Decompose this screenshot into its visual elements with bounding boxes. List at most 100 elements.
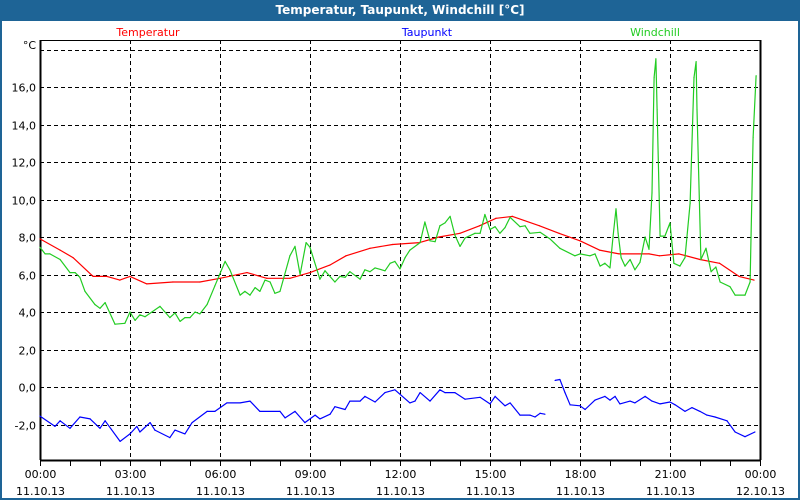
data-point-windchill: [104, 302, 106, 304]
data-point-taupunkt: [191, 422, 193, 424]
data-point-taupunkt: [509, 402, 511, 404]
data-point-windchill: [364, 269, 366, 271]
x-tick-time: 12:00: [385, 468, 417, 481]
x-tick-time: 06:00: [205, 468, 237, 481]
data-point-windchill: [549, 238, 551, 240]
data-point-temperatur: [658, 255, 661, 257]
data-point-taupunkt: [374, 401, 376, 403]
x-tick-time: 18:00: [565, 468, 597, 481]
data-point-taupunkt: [184, 433, 186, 435]
x-tick-time: 21:00: [655, 468, 687, 481]
data-point-taupunkt: [439, 389, 441, 391]
data-point-temperatur: [309, 272, 311, 274]
data-point-taupunkt: [329, 413, 331, 415]
data-point-windchill: [484, 213, 486, 216]
data-point-taupunkt: [539, 412, 541, 414]
y-tick-label: 10,0: [12, 195, 37, 208]
data-point-windchill: [394, 260, 396, 262]
data-point-windchill: [69, 272, 71, 274]
data-point-windchill: [620, 257, 622, 259]
data-point-taupunkt: [359, 400, 361, 402]
data-point-windchill: [59, 258, 61, 261]
legend-temperatur: Temperatur: [115, 26, 180, 39]
data-point-windchill: [494, 226, 496, 228]
data-point-taupunkt: [149, 422, 151, 424]
data-point-windchill: [206, 303, 208, 306]
data-point-taupunkt: [79, 416, 81, 418]
data-point-taupunkt: [534, 416, 536, 418]
data-point-taupunkt: [489, 403, 491, 405]
data-point-taupunkt: [129, 433, 131, 435]
data-point-temperatur: [579, 240, 581, 242]
data-point-windchill: [454, 234, 456, 236]
data-point-windchill: [489, 228, 491, 231]
x-tick-time: 09:00: [295, 468, 327, 481]
data-point-temperatur: [598, 249, 601, 251]
data-point-windchill: [134, 319, 136, 322]
data-point-taupunkt: [659, 403, 661, 405]
data-point-taupunkt: [239, 402, 241, 404]
data-point-temperatur: [329, 264, 331, 266]
data-point-windchill: [439, 225, 441, 227]
data-point-temperatur: [345, 255, 347, 257]
data-point-windchill: [289, 255, 291, 257]
data-point-windchill: [174, 312, 176, 314]
data-point-windchill: [617, 232, 619, 234]
data-point-taupunkt: [691, 407, 693, 409]
data-point-taupunkt: [651, 400, 653, 402]
data-point-windchill: [99, 307, 101, 309]
data-point-windchill: [529, 232, 531, 234]
data-point-taupunkt: [304, 422, 306, 424]
data-point-windchill: [755, 75, 757, 77]
data-point-windchill: [689, 202, 691, 204]
data-point-taupunkt: [39, 415, 41, 417]
y-tick-label: 16,0: [12, 82, 37, 95]
x-tick-date: 11.10.13: [106, 485, 155, 498]
y-tick-label: 0,0: [19, 382, 37, 395]
data-point-windchill: [655, 58, 657, 60]
data-point-windchill: [389, 262, 391, 264]
data-point-windchill: [124, 322, 126, 324]
x-tick-date: 11.10.13: [466, 485, 515, 498]
data-point-windchill: [629, 258, 631, 261]
data-point-windchill: [349, 271, 351, 273]
y-tick-label: 6,0: [19, 270, 37, 283]
y-tick-label: 12,0: [12, 157, 37, 170]
data-point-temperatur: [648, 253, 650, 255]
data-point-windchill: [504, 227, 506, 229]
data-point-windchill: [169, 317, 171, 319]
data-point-temperatur: [438, 236, 440, 238]
data-point-windchill: [94, 303, 96, 306]
data-point-temperatur: [92, 275, 94, 277]
data-point-temperatur: [39, 238, 41, 240]
data-point-temperatur: [459, 232, 461, 234]
data-point-windchill: [656, 108, 658, 111]
data-point-windchill: [184, 317, 186, 319]
data-point-taupunkt: [699, 410, 701, 412]
data-point-taupunkt: [59, 420, 61, 422]
data-point-taupunkt: [139, 431, 141, 433]
data-point-temperatur: [119, 279, 121, 281]
data-point-windchill: [594, 253, 596, 255]
data-point-taupunkt: [419, 392, 421, 394]
data-point-windchill: [419, 242, 421, 244]
data-point-taupunkt: [429, 400, 431, 402]
data-point-windchill: [399, 268, 401, 270]
data-point-temperatur: [391, 243, 394, 246]
data-point-windchill: [409, 249, 411, 251]
x-tick-date: 11.10.13: [16, 485, 65, 498]
data-point-temperatur: [369, 247, 371, 249]
data-point-temperatur: [246, 272, 248, 274]
data-point-taupunkt: [726, 420, 728, 422]
data-point-taupunkt: [284, 417, 286, 419]
data-point-taupunkt: [314, 414, 316, 416]
data-point-windchill: [374, 267, 376, 269]
data-point-windchill: [705, 247, 707, 249]
x-tick-date: 11.10.13: [646, 485, 695, 498]
data-point-windchill: [229, 269, 231, 271]
data-point-windchill: [305, 242, 307, 244]
data-point-taupunkt: [69, 427, 71, 429]
data-point-taupunkt: [604, 395, 606, 397]
data-point-temperatur: [129, 275, 131, 277]
data-point-windchill: [339, 275, 341, 277]
